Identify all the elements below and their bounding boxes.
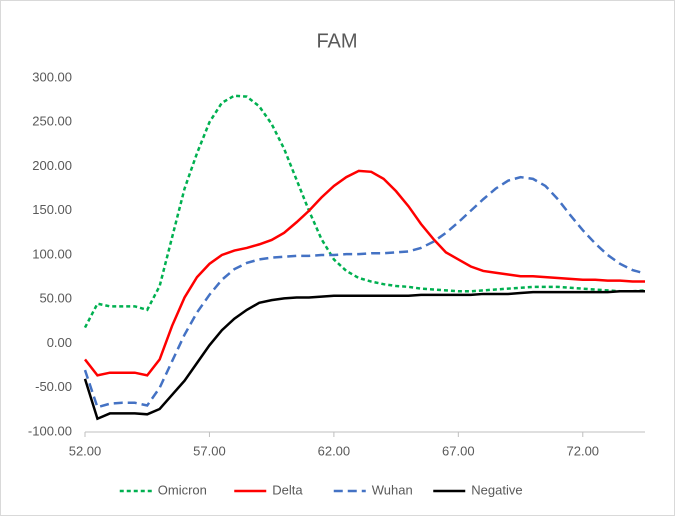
legend-label: Wuhan — [372, 482, 413, 497]
y-tick-label: 200.00 — [32, 158, 72, 173]
x-tick-label: 72.00 — [567, 443, 600, 458]
series-line — [83, 94, 646, 329]
x-tick-label: 52.00 — [69, 443, 102, 458]
series-line — [83, 175, 646, 409]
y-tick-label: 100.00 — [32, 246, 72, 261]
y-tick-label: -100.00 — [28, 423, 72, 438]
y-tick-label: 0.00 — [47, 335, 72, 350]
x-tick-label: 62.00 — [318, 443, 351, 458]
series-line — [84, 169, 645, 377]
x-tick-label: 67.00 — [442, 443, 475, 458]
y-tick-label: 250.00 — [32, 114, 72, 129]
y-tick-label: 150.00 — [32, 202, 72, 217]
legend-label: Delta — [272, 482, 303, 497]
y-tick-label: -50.00 — [35, 379, 72, 394]
y-tick-label: 300.00 — [32, 69, 72, 84]
x-tick-label: 57.00 — [193, 443, 226, 458]
legend-label: Negative — [471, 482, 522, 497]
chart-title: FAM — [316, 30, 357, 52]
legend-label: Omicron — [158, 482, 207, 497]
series-line — [83, 290, 645, 421]
y-tick-label: 50.00 — [39, 291, 72, 306]
